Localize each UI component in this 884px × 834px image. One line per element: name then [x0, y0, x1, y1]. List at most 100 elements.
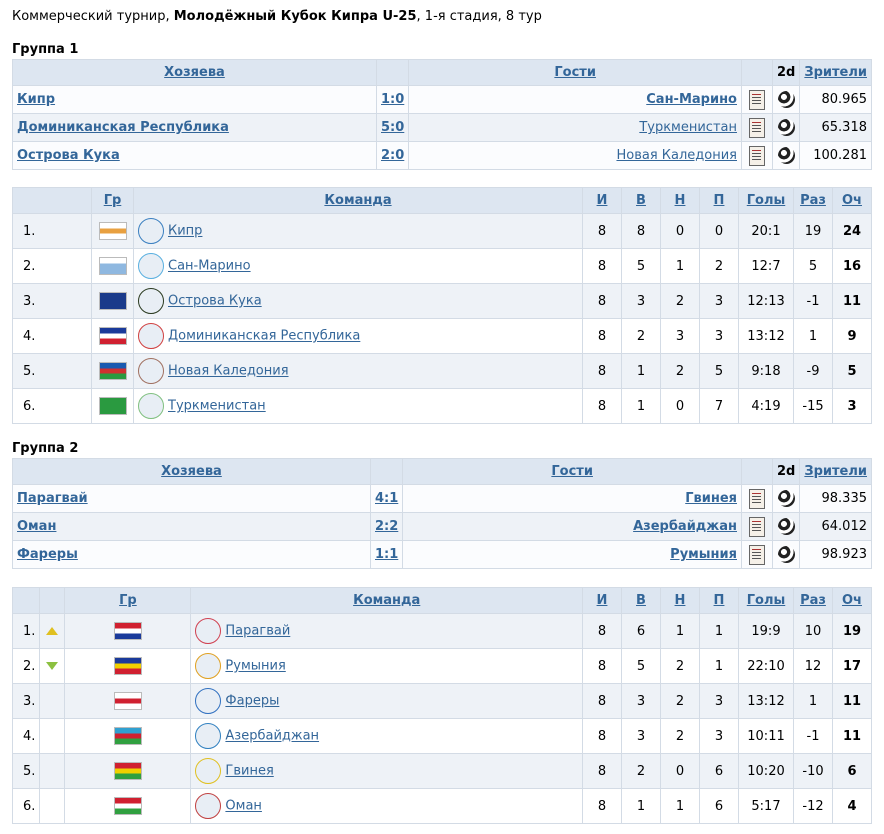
goals-value: 13:12: [738, 318, 794, 354]
team-link[interactable]: Румыния: [225, 658, 286, 674]
match-2d-ball-icon[interactable]: [777, 518, 795, 535]
games-value: 8: [582, 318, 622, 354]
goals-value: 9:18: [738, 353, 794, 389]
match-2d-ball-icon[interactable]: [777, 546, 795, 563]
standings-row: 5. Гвинея 8 2 0 6 10:20 -10 6: [11, 753, 872, 789]
team-link[interactable]: Доминиканская Республика: [168, 328, 361, 344]
col-losses[interactable]: П: [699, 187, 739, 214]
col-wins[interactable]: В: [621, 187, 661, 214]
team-emblem-icon: [138, 323, 164, 349]
match-2d-ball-icon[interactable]: [777, 490, 795, 507]
match-2d-ball-icon[interactable]: [777, 147, 795, 164]
team-link[interactable]: Острова Кука: [168, 293, 262, 309]
games-value: 8: [582, 388, 622, 424]
score-link[interactable]: 2:0: [381, 148, 405, 163]
col-games[interactable]: И: [582, 187, 622, 214]
col-guests[interactable]: Гости: [402, 458, 742, 485]
score-link[interactable]: 2:2: [375, 519, 399, 534]
position: 1.: [12, 213, 92, 249]
match-report-icon[interactable]: [749, 544, 765, 565]
col-points[interactable]: Оч: [832, 187, 872, 214]
team-link[interactable]: Азербайджан: [225, 728, 320, 744]
score-link[interactable]: 5:0: [381, 120, 405, 135]
team-link[interactable]: Оман: [225, 798, 262, 814]
standings-table: Гр Команда И В Н П Голы Раз Оч 1. Кипр 8 8 0 0 20:1 19 24…: [12, 187, 872, 424]
col-games[interactable]: И: [582, 587, 622, 614]
guest-team-link[interactable]: Туркменистан: [639, 120, 737, 135]
team-emblem-icon: [195, 688, 222, 714]
home-team-link[interactable]: Кипр: [17, 92, 56, 107]
wins-value: 6: [621, 613, 661, 649]
points-value: 24: [832, 213, 872, 249]
col-spectators[interactable]: Зрители: [799, 59, 872, 86]
guest-team-link[interactable]: Гвинея: [685, 491, 737, 506]
position: 6.: [11, 788, 41, 824]
match-report-icon[interactable]: [749, 89, 765, 110]
draws-value: 2: [660, 353, 700, 389]
col-draws[interactable]: Н: [660, 587, 700, 614]
col-diff[interactable]: Раз: [793, 587, 833, 614]
home-team-link[interactable]: Острова Кука: [17, 148, 120, 163]
wins-value: 1: [621, 788, 661, 824]
goals-value: 5:17: [738, 788, 794, 824]
col-wins[interactable]: В: [621, 587, 661, 614]
col-diff[interactable]: Раз: [793, 187, 833, 214]
team-emblem-icon: [138, 288, 164, 314]
guest-team-link[interactable]: Румыния: [670, 547, 737, 562]
team-link[interactable]: Гвинея: [225, 763, 274, 779]
tournament-name[interactable]: Молодёжный Кубок Кипра U-25: [173, 9, 417, 24]
col-goals[interactable]: Голы: [738, 187, 794, 214]
col-group[interactable]: Гр: [64, 587, 192, 614]
match-report-icon[interactable]: [749, 516, 765, 537]
team-emblem-icon: [195, 793, 222, 819]
wins-value: 5: [621, 248, 661, 284]
losses-value: 1: [699, 613, 739, 649]
games-value: 8: [582, 353, 622, 389]
flag-icon: [98, 222, 127, 240]
score-link[interactable]: 1:0: [381, 92, 405, 107]
arrow-down-icon: [46, 661, 59, 670]
standings-row: 3. Фареры 8 3 2 3 13:12 1 11: [11, 683, 872, 719]
match-row: Острова Кука 2:0 Новая Каледония 100.281: [12, 141, 872, 170]
home-team-link[interactable]: Доминиканская Республика: [17, 120, 229, 135]
team-link[interactable]: Фареры: [225, 693, 280, 709]
col-team[interactable]: Команда: [190, 587, 583, 614]
position: 4.: [11, 718, 41, 754]
team-link[interactable]: Кипр: [168, 223, 203, 239]
score-link[interactable]: 4:1: [375, 491, 399, 506]
standings-row: 3. Острова Кука 8 3 2 3 12:13 -1 11: [12, 283, 872, 319]
guest-team-link[interactable]: Азербайджан: [633, 519, 737, 534]
match-report-icon[interactable]: [749, 145, 765, 166]
col-losses[interactable]: П: [699, 587, 739, 614]
col-guests[interactable]: Гости: [408, 59, 742, 86]
draws-value: 2: [660, 718, 700, 754]
col-report: [741, 458, 773, 485]
team-link[interactable]: Парагвай: [225, 623, 291, 639]
match-2d-ball-icon[interactable]: [777, 91, 795, 108]
match-report-icon[interactable]: [749, 117, 765, 138]
standings-row: 4. Азербайджан 8 3 2 3 10:11 -1 11: [11, 718, 872, 754]
col-goals[interactable]: Голы: [738, 587, 794, 614]
home-team-link[interactable]: Фареры: [17, 547, 78, 562]
match-report-icon[interactable]: [749, 488, 765, 509]
draws-value: 0: [660, 213, 700, 249]
goals-value: 12:13: [738, 283, 794, 319]
team-link[interactable]: Сан-Марино: [168, 258, 251, 274]
col-draws[interactable]: Н: [660, 187, 700, 214]
match-row: Фареры 1:1 Румыния 98.923: [12, 540, 872, 569]
team-link[interactable]: Новая Каледония: [168, 363, 289, 379]
home-team-link[interactable]: Оман: [17, 519, 57, 534]
guest-team-link[interactable]: Сан-Марино: [646, 92, 737, 107]
col-home[interactable]: Хозяева: [12, 59, 377, 86]
col-group[interactable]: Гр: [91, 187, 134, 214]
team-link[interactable]: Туркменистан: [168, 398, 266, 414]
guest-team-link[interactable]: Новая Каледония: [616, 148, 737, 163]
flag-icon: [98, 397, 127, 415]
match-2d-ball-icon[interactable]: [777, 119, 795, 136]
score-link[interactable]: 1:1: [375, 547, 399, 562]
col-points[interactable]: Оч: [832, 587, 872, 614]
col-home[interactable]: Хозяева: [12, 458, 371, 485]
col-spectators[interactable]: Зрители: [799, 458, 872, 485]
col-team[interactable]: Команда: [133, 187, 583, 214]
home-team-link[interactable]: Парагвай: [17, 491, 88, 506]
